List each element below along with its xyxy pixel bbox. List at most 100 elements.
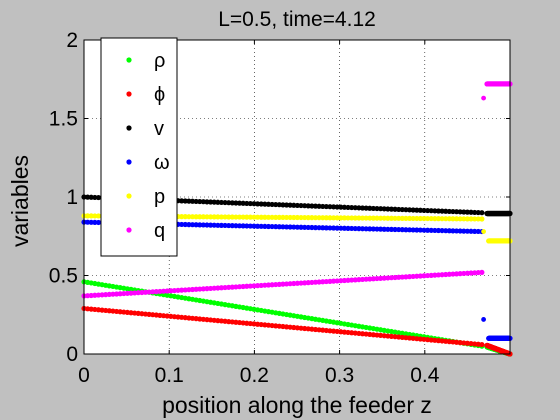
data-point	[189, 222, 196, 228]
data-point	[251, 214, 257, 220]
x-tick-label: 0.3	[325, 364, 354, 387]
data-point	[475, 216, 481, 222]
data-point	[443, 216, 449, 222]
data-point	[287, 214, 293, 221]
data-point	[186, 222, 192, 228]
data-point	[338, 225, 344, 231]
data-point	[92, 219, 98, 225]
data-point	[367, 215, 373, 221]
data-point	[193, 222, 199, 228]
data-point	[425, 227, 431, 233]
data-point	[479, 216, 485, 222]
data-point	[374, 215, 380, 221]
data-point	[320, 215, 326, 221]
y-tick-label: 1.5	[49, 108, 78, 131]
data-point	[414, 215, 420, 222]
data-point	[359, 226, 366, 232]
data-series	[81, 81, 513, 357]
data-point	[305, 224, 311, 231]
data-point	[197, 214, 203, 220]
data-point	[399, 227, 405, 233]
data-point	[88, 219, 94, 225]
data-point	[345, 215, 351, 221]
data-point	[345, 225, 351, 231]
data-point	[273, 214, 279, 220]
data-point	[461, 216, 467, 222]
data-point	[428, 227, 434, 233]
data-point	[334, 215, 340, 221]
data-point	[95, 219, 102, 226]
data-point	[425, 215, 431, 222]
data-point	[233, 223, 239, 229]
data-point	[481, 95, 486, 101]
data-point	[294, 214, 301, 221]
data-point	[312, 225, 319, 231]
data-point	[388, 215, 395, 221]
data-point	[352, 215, 358, 221]
x-tick-label: 0.2	[240, 364, 269, 387]
data-point	[276, 224, 282, 230]
data-point	[305, 215, 311, 221]
legend-label: v	[154, 118, 164, 140]
data-point	[255, 214, 261, 220]
data-point	[341, 225, 348, 231]
data-point	[406, 227, 413, 233]
data-point	[291, 214, 297, 221]
data-point	[378, 226, 384, 232]
data-point	[410, 227, 416, 233]
data-point	[421, 215, 427, 222]
data-point	[258, 223, 264, 229]
legend-marker	[126, 57, 132, 63]
data-point	[88, 213, 94, 219]
data-point	[255, 223, 261, 229]
data-point	[302, 214, 308, 221]
data-point	[385, 226, 391, 232]
data-point	[182, 214, 188, 220]
data-point	[359, 215, 366, 221]
data-point	[453, 216, 460, 222]
data-point	[179, 221, 185, 228]
data-point	[291, 224, 297, 230]
data-point	[236, 214, 243, 220]
data-point	[330, 225, 337, 231]
data-point	[388, 226, 395, 232]
data-point	[323, 215, 329, 221]
data-point	[226, 222, 232, 229]
data-point	[464, 216, 471, 222]
data-point	[265, 214, 272, 220]
data-point	[410, 215, 416, 222]
data-point	[327, 225, 333, 231]
data-point	[236, 223, 243, 229]
legend-marker	[126, 91, 132, 97]
data-point	[200, 222, 206, 228]
data-point	[240, 214, 246, 220]
data-point	[218, 214, 225, 220]
legend-label: q	[154, 220, 165, 242]
y-tick-label: 1	[66, 186, 78, 209]
data-point	[244, 223, 250, 229]
legend-marker	[126, 125, 132, 131]
data-point	[247, 223, 253, 229]
data-point	[468, 228, 474, 234]
data-point	[218, 222, 225, 228]
data-point	[215, 222, 221, 228]
data-point	[370, 215, 376, 221]
data-point	[207, 214, 214, 220]
data-point	[320, 225, 326, 231]
data-point	[309, 224, 315, 231]
data-point	[269, 214, 275, 220]
data-point	[244, 214, 250, 220]
data-point	[457, 228, 463, 234]
data-point	[200, 214, 206, 220]
data-point	[352, 225, 358, 232]
legend-marker	[126, 193, 132, 199]
data-point	[439, 227, 445, 234]
data-point	[215, 214, 221, 220]
y-tick-label: 0	[66, 343, 78, 366]
data-point	[85, 219, 91, 225]
data-point	[392, 215, 398, 221]
x-tick-label: 0.4	[410, 364, 440, 387]
x-axis-label: position along the feeder z	[162, 392, 432, 418]
data-point	[472, 228, 478, 234]
data-point	[280, 214, 286, 221]
